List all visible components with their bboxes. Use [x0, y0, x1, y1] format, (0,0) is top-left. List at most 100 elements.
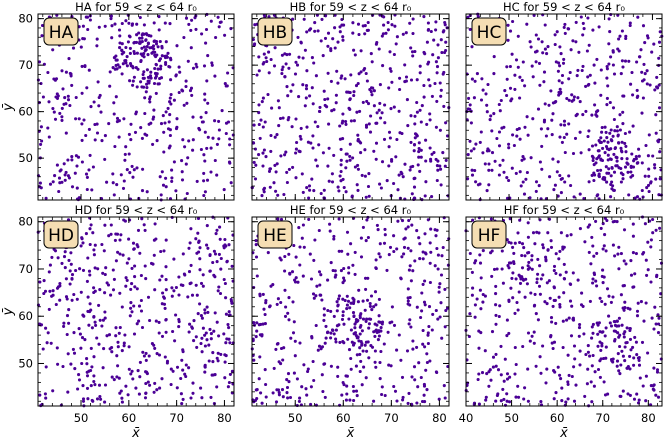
scatter-point — [330, 109, 334, 113]
scatter-point — [132, 168, 136, 172]
scatter-point — [188, 322, 192, 326]
scatter-point — [357, 288, 361, 292]
scatter-point — [276, 297, 280, 301]
scatter-point — [489, 114, 493, 118]
scatter-point — [203, 98, 207, 102]
scatter-point — [374, 157, 378, 161]
scatter-point — [73, 367, 77, 371]
scatter-point — [408, 318, 412, 322]
scatter-point — [439, 38, 443, 42]
scatter-point — [116, 345, 120, 349]
scatter-point — [617, 316, 621, 320]
scatter-point — [654, 393, 658, 397]
scatter-point — [123, 59, 127, 63]
scatter-point — [330, 180, 335, 184]
scatter-point — [230, 369, 234, 373]
scatter-point — [494, 313, 498, 317]
scatter-point — [368, 301, 372, 306]
scatter-point — [435, 164, 439, 168]
scatter-point — [529, 45, 533, 49]
scatter-point — [439, 167, 443, 171]
scatter-point — [484, 92, 488, 96]
scatter-point — [310, 336, 314, 340]
scatter-point — [444, 48, 448, 53]
scatter-point — [604, 326, 608, 330]
scatter-point — [141, 76, 145, 80]
scatter-point — [137, 31, 141, 35]
scatter-point — [95, 397, 100, 401]
scatter-point — [308, 94, 312, 98]
scatter-point — [546, 45, 550, 49]
scatter-point — [468, 103, 472, 107]
scatter-point — [184, 84, 188, 89]
scatter-point — [359, 49, 363, 53]
scatter-point — [110, 24, 114, 28]
scatter-point — [415, 401, 419, 405]
scatter-point — [120, 72, 124, 76]
scatter-point — [66, 98, 71, 102]
scatter-point — [556, 365, 560, 369]
scatter-point — [410, 192, 414, 196]
scatter-point — [131, 175, 135, 179]
scatter-point — [195, 179, 199, 183]
scatter-point — [356, 81, 360, 86]
scatter-point — [590, 113, 594, 117]
scatter-point — [429, 29, 433, 34]
scatter-point — [166, 51, 170, 55]
scatter-point — [316, 29, 320, 33]
scatter-point — [623, 300, 627, 304]
scatter-point — [270, 106, 274, 110]
scatter-point — [639, 300, 643, 304]
scatter-point — [356, 22, 361, 26]
scatter-point — [159, 67, 163, 71]
scatter-point — [577, 334, 581, 338]
scatter-point — [119, 389, 123, 393]
scatter-point — [377, 252, 381, 256]
scatter-point — [257, 55, 261, 59]
scatter-point — [88, 227, 92, 231]
scatter-point — [397, 173, 401, 177]
scatter-point — [438, 164, 442, 168]
scatter-point — [535, 280, 539, 285]
scatter-point — [162, 130, 166, 134]
scatter-point — [195, 65, 199, 69]
scatter-point — [88, 310, 92, 314]
scatter-point — [275, 133, 279, 137]
scatter-point — [294, 147, 298, 151]
scatter-point — [385, 268, 389, 272]
scatter-point — [213, 119, 217, 123]
scatter-point — [520, 275, 524, 279]
scatter-point — [654, 113, 658, 117]
scatter-point — [304, 96, 308, 100]
scatter-point — [112, 101, 116, 105]
scatter-point — [198, 268, 202, 272]
scatter-point — [157, 331, 161, 335]
scatter-point — [653, 166, 657, 170]
scatter-point — [93, 122, 97, 127]
scatter-point — [557, 295, 561, 299]
scatter-point — [217, 25, 221, 29]
scatter-point — [432, 38, 436, 42]
scatter-point — [396, 188, 400, 192]
scatter-point — [160, 170, 164, 174]
scatter-point — [85, 175, 89, 179]
scatter-point — [420, 291, 424, 295]
scatter-point — [648, 83, 652, 87]
scatter-point — [631, 222, 635, 226]
scatter-point — [295, 377, 299, 381]
scatter-point — [188, 241, 192, 245]
scatter-point — [657, 193, 661, 197]
scatter-point — [539, 127, 543, 131]
scatter-point — [254, 255, 259, 259]
scatter-point — [153, 66, 157, 71]
scatter-point — [85, 370, 89, 374]
scatter-point — [417, 155, 421, 159]
scatter-point — [499, 344, 503, 348]
scatter-point — [159, 193, 163, 197]
scatter-point — [632, 157, 636, 161]
scatter-point — [191, 148, 195, 152]
scatter-point — [155, 139, 159, 143]
